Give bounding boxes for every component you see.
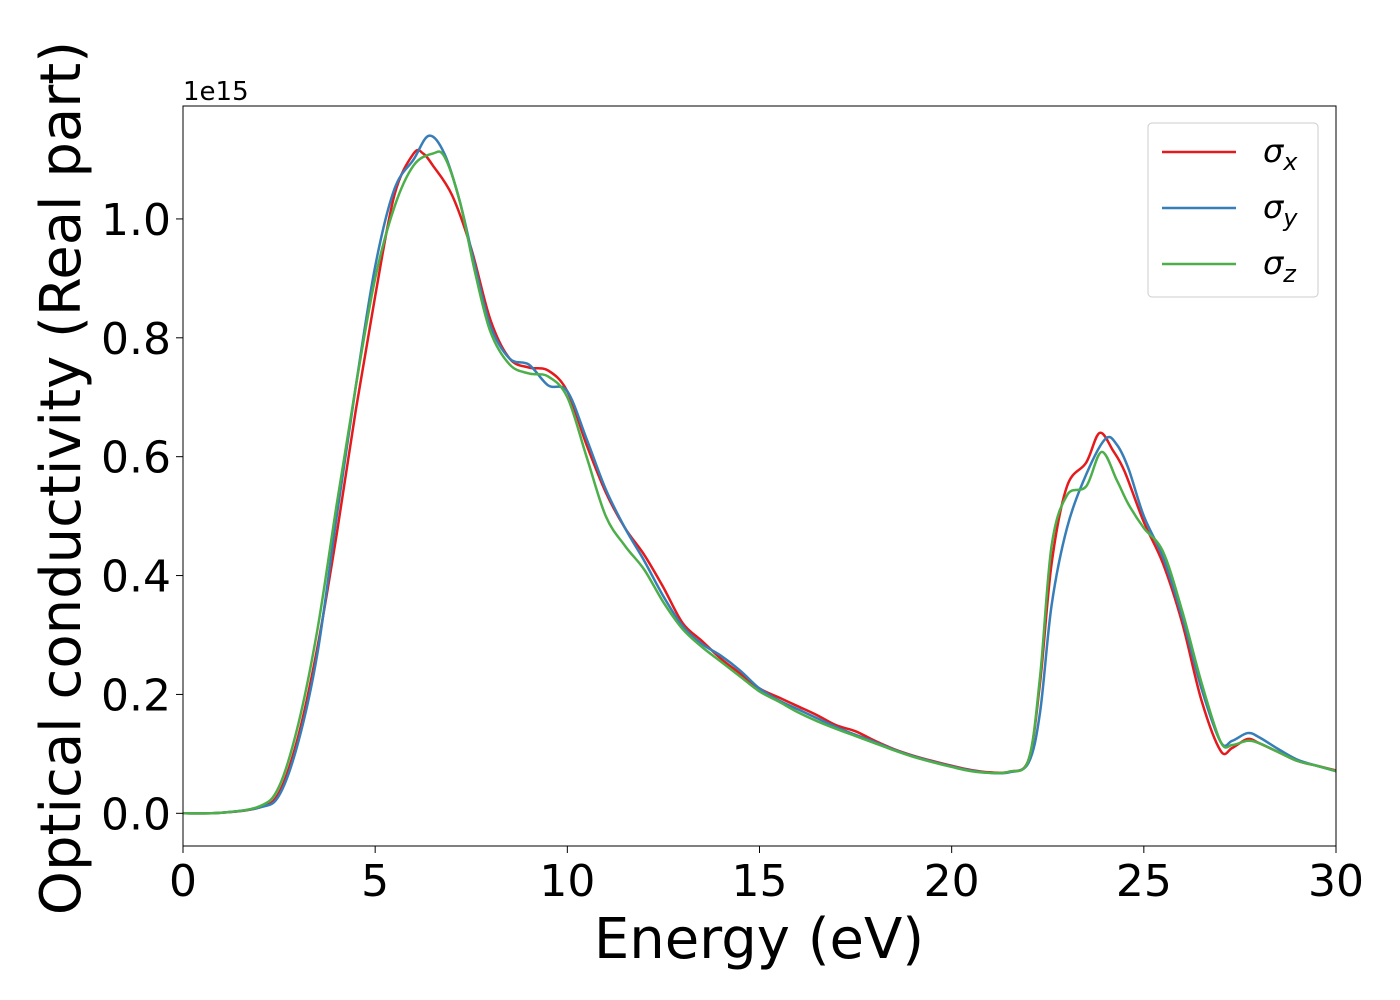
x-tick-label: 25	[1116, 856, 1172, 907]
legend-items: σx σy σz	[1162, 132, 1298, 288]
x-axis-label: Energy (eV)	[594, 907, 924, 972]
y-tick-label: 0.0	[101, 789, 171, 840]
y-axis-label: Optical conductivity (Real part)	[29, 41, 94, 915]
y-offset-label: 1e15	[183, 77, 249, 107]
series-line-z	[182, 150, 1337, 815]
y-tick-label: 0.4	[101, 552, 171, 603]
legend-label-y: σy	[1263, 188, 1298, 232]
series-layer	[182, 134, 1337, 815]
x-tick-label: 30	[1308, 856, 1364, 907]
series-line-x	[182, 148, 1337, 815]
x-tick-label: 0	[169, 856, 197, 907]
y-tick-label: 1.0	[101, 195, 171, 246]
legend-label-x: σx	[1263, 132, 1298, 176]
series-line-y	[182, 134, 1337, 815]
legend-frame	[1147, 122, 1319, 298]
legend: σx σy σz	[1147, 122, 1319, 298]
x-tick-label: 15	[732, 856, 788, 907]
x-tick-label: 10	[539, 856, 595, 907]
x-axis-ticks: 0 5 10 15 20 25 30	[169, 846, 1364, 907]
y-axis-ticks: 0.0 0.2 0.4 0.6 0.8 1.0	[101, 195, 183, 840]
x-tick-label: 20	[924, 856, 980, 907]
y-tick-label: 0.8	[101, 314, 171, 365]
y-tick-label: 0.2	[101, 670, 171, 721]
y-tick-label: 0.6	[101, 433, 171, 484]
x-tick-label: 5	[361, 856, 389, 907]
legend-label-z: σz	[1263, 244, 1297, 288]
